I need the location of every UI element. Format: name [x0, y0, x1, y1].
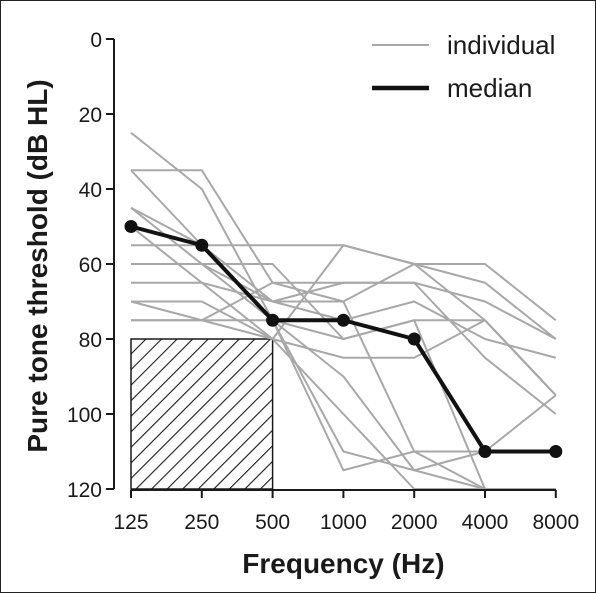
hatched-region	[130, 338, 274, 490]
y-tick-label-100: 100	[67, 404, 102, 427]
individual-line-11	[131, 300, 557, 396]
x-tick-label-125: 125	[113, 511, 148, 534]
x-tick-label-500: 500	[255, 511, 290, 534]
y-ticks-group: 0 20 40 60 80 100 120	[67, 29, 114, 502]
x-axis-title: Frequency (Hz)	[242, 548, 444, 579]
x-tick-label-4000: 4000	[462, 511, 509, 534]
median-point-4000	[478, 445, 492, 458]
legend-label-individual: individual	[447, 30, 555, 60]
x-tick-label-1000: 1000	[320, 511, 367, 534]
y-tick-label-80: 80	[79, 329, 102, 352]
x-tick-label-2000: 2000	[391, 511, 438, 534]
median-point-2000	[407, 332, 421, 346]
legend: individual median	[372, 30, 555, 103]
median-point-500	[266, 313, 280, 327]
individual-line-1	[130, 131, 486, 490]
y-tick-label-60: 60	[79, 254, 102, 277]
legend-label-median: median	[447, 73, 532, 103]
y-axis-title: Pure tone threshold (dB HL)	[22, 79, 53, 452]
x-tick-label-250: 250	[184, 511, 219, 534]
x-tick-label-8000: 8000	[532, 511, 579, 534]
median-point-1000	[336, 313, 350, 327]
y-tick-label-120: 120	[67, 479, 102, 502]
y-tick-label-0: 0	[90, 29, 102, 52]
median-series-group	[124, 220, 563, 458]
y-tick-label-40: 40	[79, 179, 102, 202]
median-point-125	[124, 220, 138, 233]
x-ticks-group: 125 250 500 1000 2000 4000 8000	[113, 490, 579, 534]
median-point-250	[195, 238, 209, 252]
y-tick-label-20: 20	[79, 104, 102, 127]
median-point-8000	[549, 445, 563, 458]
